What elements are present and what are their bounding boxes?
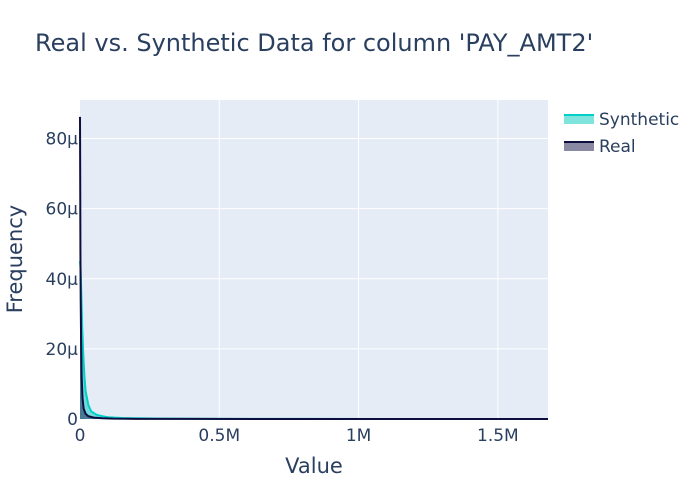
x-tick-label: 1M	[346, 426, 371, 446]
legend-swatch-real	[564, 141, 594, 151]
series-line-real	[79, 116, 549, 420]
y-tick-label: 40µ	[46, 270, 79, 290]
y-axis-ticks: 0 20µ 40µ 60µ 80µ	[46, 130, 79, 430]
y-tick-label: 60µ	[46, 200, 79, 220]
legend-label-real: Real	[599, 137, 636, 157]
series-layer	[79, 116, 549, 420]
y-tick-label: 20µ	[46, 340, 79, 360]
chart-title: Real vs. Synthetic Data for column 'PAY_…	[35, 29, 593, 57]
legend[interactable]: Synthetic Real	[564, 110, 679, 157]
gridlines	[80, 100, 548, 419]
y-tick-label: 0	[67, 410, 78, 430]
y-tick-label: 80µ	[46, 130, 79, 150]
legend-swatch-synthetic	[564, 114, 594, 124]
x-axis-title: Value	[285, 454, 343, 478]
legend-label-synthetic: Synthetic	[599, 110, 679, 130]
x-tick-label: 0.5M	[198, 426, 240, 446]
x-axis-ticks: 0 0.5M 1M 1.5M	[75, 426, 519, 446]
x-tick-label: 1.5M	[477, 426, 519, 446]
plot-area	[80, 100, 548, 419]
legend-item-synthetic[interactable]: Synthetic	[564, 110, 679, 130]
legend-item-real[interactable]: Real	[564, 137, 636, 157]
y-axis-title: Frequency	[3, 205, 27, 314]
x-tick-label: 0	[75, 426, 86, 446]
